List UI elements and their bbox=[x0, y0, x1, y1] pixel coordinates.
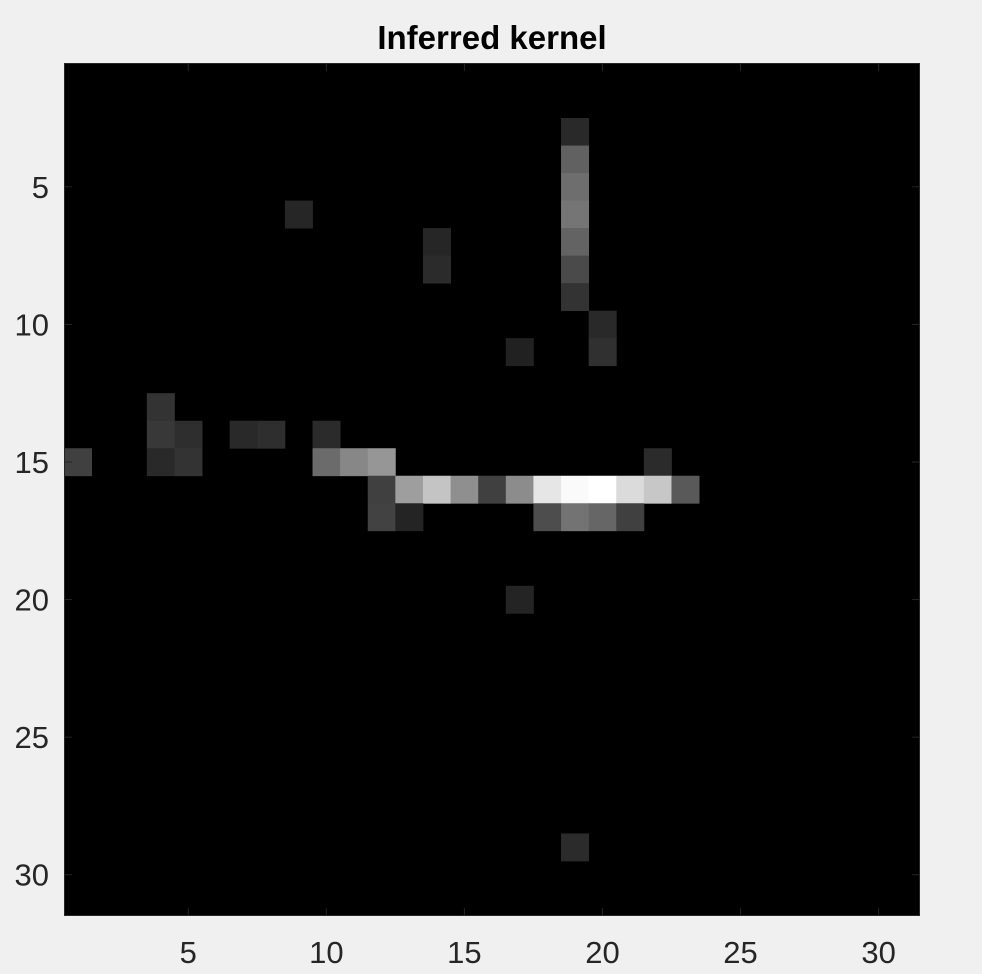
heatmap-cell bbox=[257, 420, 286, 449]
heatmap-cell bbox=[505, 338, 534, 367]
heatmap-cell bbox=[174, 420, 203, 449]
heatmap-cell bbox=[561, 200, 590, 229]
axes-frame bbox=[64, 63, 920, 916]
heatmap-cell bbox=[616, 503, 645, 532]
heatmap-cell bbox=[422, 475, 451, 504]
y-tick-label: 10 bbox=[15, 307, 49, 342]
heatmap-cell bbox=[505, 585, 534, 614]
heatmap-cell bbox=[478, 475, 507, 504]
x-tick-label: 20 bbox=[585, 935, 619, 970]
heatmap-cell bbox=[367, 503, 396, 532]
heatmap-cell bbox=[533, 475, 562, 504]
heatmap-cell bbox=[588, 338, 617, 367]
chart-title: Inferred kernel bbox=[377, 19, 606, 56]
heatmap-cell bbox=[561, 503, 590, 532]
heatmap-cell bbox=[367, 475, 396, 504]
heatmap-cell bbox=[340, 448, 369, 477]
heatmap-cell bbox=[588, 475, 617, 504]
x-tick-label: 25 bbox=[723, 935, 757, 970]
y-axis-tick-labels: 5 10 15 20 25 30 bbox=[15, 170, 49, 893]
heatmap-cell bbox=[561, 833, 590, 862]
y-tick-label: 15 bbox=[15, 445, 49, 480]
heatmap-cell bbox=[284, 200, 313, 229]
heatmap-cell bbox=[174, 448, 203, 477]
x-tick-label: 30 bbox=[861, 935, 895, 970]
heatmap-cell bbox=[561, 145, 590, 174]
heatmap-cell bbox=[588, 503, 617, 532]
heatmap-cell bbox=[643, 475, 672, 504]
heatmap-cell bbox=[367, 448, 396, 477]
heatmap-cell bbox=[588, 310, 617, 339]
heatmap-cell bbox=[671, 475, 700, 504]
heatmap-cell bbox=[561, 118, 590, 146]
heatmap-cell bbox=[312, 420, 341, 449]
heatmap-cell bbox=[450, 475, 479, 504]
heatmap-cell bbox=[561, 255, 590, 284]
heatmap-cell bbox=[643, 448, 672, 477]
heatmap-cell bbox=[395, 503, 424, 532]
x-tick-label: 10 bbox=[309, 935, 343, 970]
heatmap-cell bbox=[229, 420, 258, 449]
x-tick-label: 5 bbox=[180, 935, 197, 970]
x-axis-tick-labels: 5 10 15 20 25 30 bbox=[180, 935, 896, 970]
heatmap-cell bbox=[561, 173, 590, 201]
heatmap-cell bbox=[312, 448, 341, 477]
y-tick-label: 25 bbox=[15, 720, 49, 755]
heatmap-cell bbox=[561, 475, 590, 504]
y-tick-label: 20 bbox=[15, 583, 49, 618]
y-tick-label: 5 bbox=[32, 170, 49, 205]
heatmap-cell bbox=[146, 448, 175, 477]
heatmap-cell bbox=[395, 475, 424, 504]
heatmap-cell bbox=[533, 503, 562, 532]
y-tick-label: 30 bbox=[15, 858, 49, 893]
heatmap-cell bbox=[422, 255, 451, 284]
heatmap-cell bbox=[561, 283, 590, 312]
heatmap-cell bbox=[616, 475, 645, 504]
heatmap-cell bbox=[505, 475, 534, 504]
heatmap-cell bbox=[146, 420, 175, 449]
axis-ticks bbox=[64, 63, 920, 916]
heatmap-cell bbox=[561, 228, 590, 257]
heatmap-cell bbox=[422, 228, 451, 257]
heatmap-cell bbox=[146, 393, 175, 422]
x-tick-label: 15 bbox=[447, 935, 481, 970]
heatmap-cells bbox=[64, 118, 700, 862]
